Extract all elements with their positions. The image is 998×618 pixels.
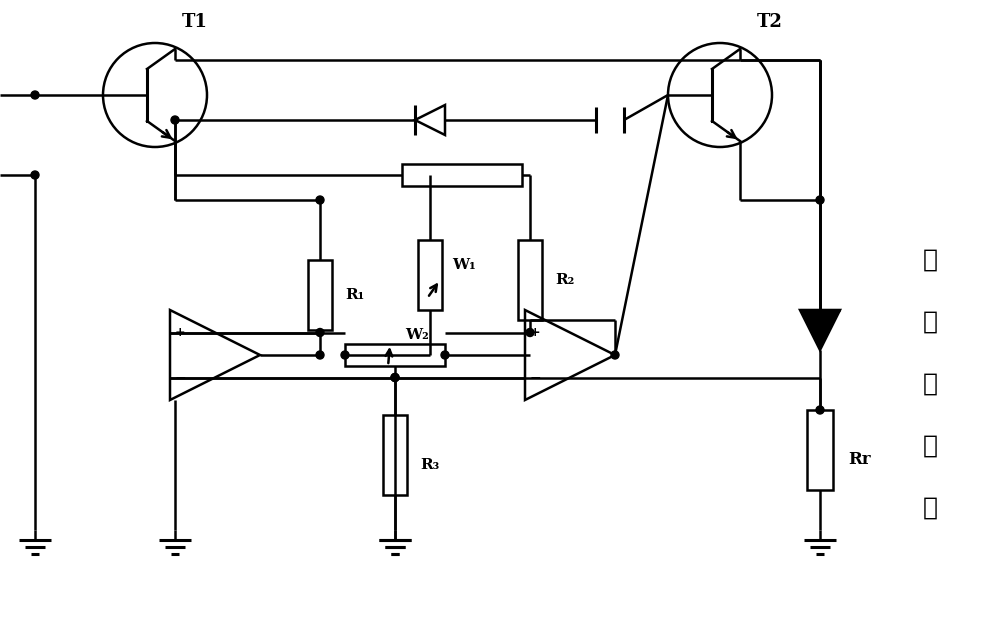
Circle shape: [816, 196, 824, 204]
Text: T1: T1: [182, 13, 208, 31]
Circle shape: [526, 329, 534, 336]
Circle shape: [816, 406, 824, 414]
Bar: [518, 240, 542, 320]
Circle shape: [316, 196, 324, 204]
Bar: [418, 240, 442, 310]
Text: R₁: R₁: [345, 288, 364, 302]
Circle shape: [391, 373, 399, 381]
Text: 器: 器: [922, 372, 937, 396]
Circle shape: [316, 351, 324, 359]
Circle shape: [441, 351, 449, 359]
Circle shape: [171, 116, 179, 124]
Text: +: +: [175, 326, 186, 339]
Bar: [345, 344, 445, 366]
Text: R₃: R₃: [420, 458, 439, 472]
Circle shape: [316, 329, 324, 336]
Text: 组: 组: [922, 434, 937, 458]
Bar: [807, 410, 833, 490]
Circle shape: [391, 373, 399, 381]
Text: +: +: [530, 326, 540, 339]
Text: R₂: R₂: [555, 273, 574, 287]
Text: W₁: W₁: [452, 258, 476, 272]
Circle shape: [31, 91, 39, 99]
Text: 激: 激: [922, 248, 937, 272]
Bar: [402, 164, 522, 186]
Text: 光: 光: [922, 310, 937, 334]
Bar: [383, 415, 407, 495]
Polygon shape: [800, 310, 840, 350]
Text: 件: 件: [922, 496, 937, 520]
Text: Rr: Rr: [848, 452, 870, 468]
Text: −: −: [529, 371, 541, 384]
Circle shape: [31, 171, 39, 179]
Text: W₂: W₂: [405, 328, 429, 342]
Bar: [308, 260, 332, 330]
Text: T2: T2: [757, 13, 783, 31]
Text: −: −: [175, 371, 186, 384]
Circle shape: [341, 351, 349, 359]
Circle shape: [611, 351, 619, 359]
